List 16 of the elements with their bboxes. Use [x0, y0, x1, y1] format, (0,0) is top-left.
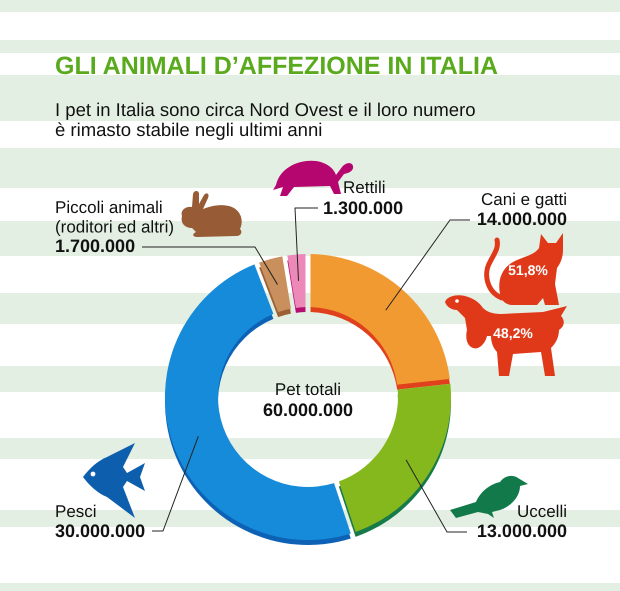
slice-label: Uccelli: [516, 502, 567, 521]
data-label: 1.300.000: [323, 198, 404, 218]
text: Pet totali: [274, 380, 342, 399]
data-label: 13.000.000: [476, 521, 567, 541]
text: 60.000.000: [262, 400, 354, 420]
slice-label: Pesci: [55, 502, 97, 521]
slice-label: Piccoli animali (roditori ed altri): [55, 198, 174, 236]
chart-subtitle: I pet in Italia sono circa Nord Ovest e il loro numero è rimasto stabile negli ultimi anni: [55, 99, 476, 140]
text: 48,2%: [493, 325, 534, 341]
slice-label: Cani e gatti: [481, 190, 567, 209]
text: 51,8%: [508, 262, 548, 278]
data-label: 1.700.000: [55, 236, 136, 256]
data-label: 14.000.000: [476, 209, 567, 229]
slice-label: Rettili: [343, 178, 386, 197]
chart-title: GLI ANIMALI D’AFFEZIONE IN ITALIA: [55, 52, 498, 80]
data-label: 30.000.000: [55, 521, 146, 541]
